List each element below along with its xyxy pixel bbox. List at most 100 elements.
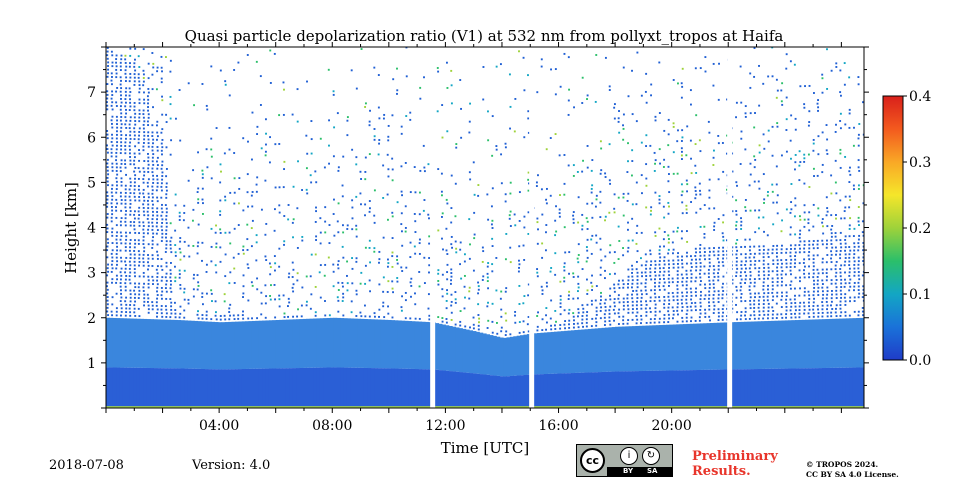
heatmap-cell <box>834 246 837 249</box>
heatmap-cell <box>125 256 128 259</box>
heatmap-cell <box>197 281 200 284</box>
heatmap-cell <box>789 309 792 312</box>
heatmap-cell <box>346 289 349 292</box>
heatmap-cell <box>599 237 602 240</box>
boundary-layer-upper-cell <box>686 323 691 371</box>
heatmap-cell <box>586 303 589 306</box>
heatmap-cell <box>794 233 797 236</box>
heatmap-cell <box>636 318 639 321</box>
heatmap-cell <box>658 260 661 262</box>
heatmap-cell <box>771 270 774 273</box>
heatmap-cell <box>839 239 842 242</box>
heatmap-cell <box>173 301 176 304</box>
heatmap-cell <box>124 188 127 191</box>
heatmap-cell <box>359 282 362 285</box>
heatmap-cell <box>170 301 173 304</box>
heatmap-cell <box>528 182 530 185</box>
heatmap-cell <box>156 221 158 224</box>
heatmap-cell <box>735 242 738 245</box>
heatmap-cell <box>169 316 172 319</box>
heatmap-cell <box>789 284 792 287</box>
heatmap-cell <box>640 300 642 303</box>
heatmap-cell <box>604 215 607 218</box>
heatmap-cell <box>401 295 404 298</box>
heatmap-cell <box>708 305 711 307</box>
heatmap-cell <box>152 106 154 109</box>
boundary-layer-upper-cell <box>374 319 379 369</box>
heatmap-cell <box>704 70 707 73</box>
heatmap-cell <box>287 315 290 318</box>
heatmap-cell <box>803 218 806 221</box>
heatmap-cell <box>690 258 693 261</box>
heatmap-cell <box>418 317 421 320</box>
boundary-layer-lower-cell <box>601 371 606 408</box>
heatmap-cell <box>364 178 367 181</box>
heatmap-cell <box>478 321 480 324</box>
heatmap-cell <box>392 78 395 81</box>
heatmap-cell <box>559 194 561 197</box>
heatmap-cell <box>115 166 118 169</box>
heatmap-cell <box>297 308 299 311</box>
cc-license-badge[interactable]: cc i ↻ BY SA <box>576 444 673 477</box>
heatmap-cell <box>622 308 625 311</box>
heatmap-cell <box>287 218 290 221</box>
heatmap-cell <box>156 149 159 152</box>
heatmap-cell <box>351 148 354 151</box>
heatmap-cell <box>115 281 118 284</box>
boundary-layer-upper-cell <box>713 322 718 370</box>
heatmap-cell <box>242 249 245 252</box>
heatmap-cell <box>187 226 190 229</box>
heatmap-cell <box>142 77 145 79</box>
heatmap-cell <box>487 301 489 304</box>
heatmap-cell <box>418 285 421 288</box>
heatmap-cell <box>255 60 258 63</box>
heatmap-cell <box>758 144 761 147</box>
boundary-layer-lower-cell <box>757 368 762 408</box>
heatmap-cell <box>536 221 539 224</box>
heatmap-cell <box>179 139 182 142</box>
heatmap-cell <box>133 152 136 155</box>
heatmap-cell <box>446 263 449 266</box>
heatmap-cell <box>563 269 566 272</box>
heatmap-cell <box>780 284 783 287</box>
heatmap-cell <box>604 255 607 258</box>
heatmap-cell <box>138 109 141 112</box>
heatmap-cell <box>812 265 815 268</box>
heatmap-cell <box>119 69 122 71</box>
heatmap-cell <box>418 213 421 216</box>
heatmap-cell <box>861 306 864 309</box>
heatmap-cell <box>821 301 824 304</box>
heatmap-cell <box>115 101 118 104</box>
boundary-layer-upper-cell <box>201 321 205 369</box>
heatmap-cell <box>812 258 815 261</box>
heatmap-cell <box>147 152 149 155</box>
heatmap-cell <box>138 87 141 90</box>
heatmap-cell <box>137 188 140 191</box>
heatmap-cell <box>346 119 349 122</box>
heatmap-cell <box>160 312 163 315</box>
heatmap-cell <box>826 225 829 228</box>
heatmap-cell <box>436 67 439 69</box>
heatmap-cell <box>690 280 693 283</box>
heatmap-cell <box>849 166 851 169</box>
heatmap-cell <box>526 323 529 326</box>
heatmap-cell <box>106 213 109 215</box>
heatmap-cell <box>522 56 525 59</box>
heatmap-cell <box>595 310 598 313</box>
boundary-layer-lower-cell <box>167 368 171 408</box>
heatmap-cell <box>817 312 820 315</box>
heatmap-cell <box>844 293 847 296</box>
heatmap-cell <box>201 259 203 262</box>
heatmap-cell <box>576 322 579 325</box>
heatmap-cell <box>513 213 516 216</box>
heatmap-cell <box>124 191 127 194</box>
heatmap-cell <box>527 110 530 113</box>
heatmap-cell <box>748 184 751 187</box>
boundary-layer-upper-cell <box>666 324 670 371</box>
boundary-layer-lower-cell <box>330 367 334 408</box>
heatmap-cell <box>259 104 262 106</box>
boundary-layer-lower-cell <box>458 372 463 408</box>
heatmap-cell <box>781 82 784 85</box>
heatmap-cell <box>808 265 810 268</box>
heatmap-cell <box>554 309 557 312</box>
